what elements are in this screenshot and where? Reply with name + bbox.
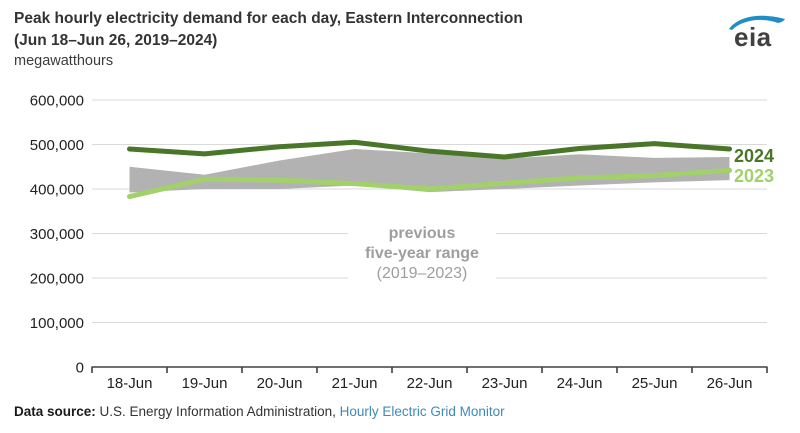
y-axis-tick-label: 200,000 xyxy=(30,271,84,288)
x-axis-tick-label: 18-Jun xyxy=(107,375,153,392)
page-title: Peak hourly electricity demand for each … xyxy=(14,8,714,51)
x-axis-tick-label: 25-Jun xyxy=(632,375,678,392)
x-axis-tick-label: 22-Jun xyxy=(407,375,453,392)
band-annotation-line3: (2019–2023) xyxy=(376,265,468,282)
title-line-1: Peak hourly electricity demand for each … xyxy=(14,10,523,27)
legend-2024: 2024 xyxy=(734,146,775,166)
y-axis-tick-label: 100,000 xyxy=(30,315,84,332)
x-axis-tick-label: 21-Jun xyxy=(332,375,378,392)
x-axis-tick-label: 19-Jun xyxy=(182,375,228,392)
band-annotation-line1: previous xyxy=(388,225,456,242)
legend-2023: 2023 xyxy=(734,166,775,186)
y-axis-tick-label: 300,000 xyxy=(30,226,84,243)
series-line-2023 xyxy=(127,167,732,200)
title-line-2: (Jun 18–Jun 26, 2019–2024) xyxy=(14,31,218,49)
series-line-2024 xyxy=(127,139,732,160)
x-axis-tick-label: 23-Jun xyxy=(482,375,528,392)
x-axis-tick-label: 24-Jun xyxy=(557,375,603,392)
y-axis-tick-label: 400,000 xyxy=(30,182,84,199)
data-source: Data source: U.S. Energy Information Adm… xyxy=(14,404,505,419)
x-axis-tick-label: 20-Jun xyxy=(257,375,303,392)
y-axis-tick-label: 500,000 xyxy=(30,137,84,154)
grid-monitor-link[interactable]: Hourly Electric Grid Monitor xyxy=(339,404,505,419)
five-year-range-band xyxy=(129,148,730,193)
y-axis-tick-label: 0 xyxy=(76,360,84,377)
data-source-prefix: Data source: xyxy=(14,404,100,419)
eia-logo-text: eia xyxy=(734,22,772,52)
unit-label: megawatthours xyxy=(14,53,114,69)
band-annotation: previous five-year range (2019–2023) xyxy=(348,222,496,286)
band-annotation-line2: five-year range xyxy=(365,245,479,262)
x-axis-tick-label: 26-Jun xyxy=(707,375,753,392)
y-axis-tick-label: 600,000 xyxy=(30,93,84,110)
eia-logo-swoosh xyxy=(729,15,785,30)
data-source-text: U.S. Energy Information Administration, xyxy=(99,404,340,419)
eia-logo: eia xyxy=(728,12,786,56)
